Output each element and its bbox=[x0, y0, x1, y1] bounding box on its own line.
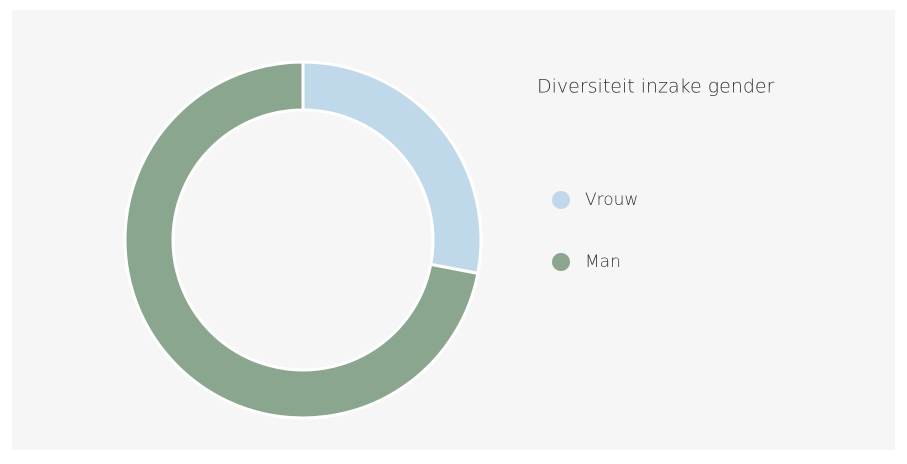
legend-swatch bbox=[552, 191, 570, 209]
legend-swatch bbox=[552, 253, 570, 271]
legend-label: Vrouw bbox=[585, 190, 638, 210]
chart-title: Diversiteit inzake gender bbox=[537, 76, 775, 98]
legend-label: Man bbox=[585, 252, 621, 272]
donut-slice bbox=[123, 60, 480, 420]
